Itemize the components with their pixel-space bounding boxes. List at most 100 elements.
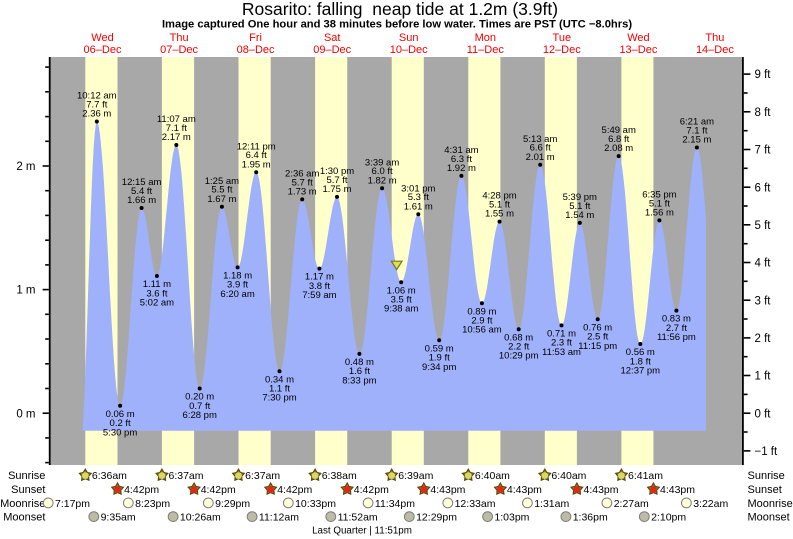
svg-text:1:36pm: 1:36pm: [573, 512, 608, 524]
svg-text:7:30 pm: 7:30 pm: [262, 393, 296, 404]
svg-text:5:02 am: 5:02 am: [140, 298, 174, 309]
svg-text:0.83 m: 0.83 m: [662, 314, 691, 325]
svg-text:11:53 am: 11:53 am: [542, 347, 581, 358]
svg-text:11–Dec: 11–Dec: [467, 44, 505, 56]
svg-text:0.68 m: 0.68 m: [504, 332, 533, 343]
svg-text:2 m: 2 m: [16, 161, 35, 173]
svg-text:2:27am: 2:27am: [614, 498, 649, 510]
svg-text:4:43pm: 4:43pm: [660, 484, 695, 496]
svg-text:Sunset: Sunset: [748, 484, 782, 496]
svg-text:12:29pm: 12:29pm: [416, 512, 457, 524]
svg-text:5.1 ft: 5.1 ft: [489, 200, 510, 211]
svg-text:10:26am: 10:26am: [180, 512, 221, 524]
svg-text:07–Dec: 07–Dec: [160, 44, 198, 56]
svg-text:5.1 ft: 5.1 ft: [569, 201, 590, 212]
svg-text:0.20 m: 0.20 m: [185, 392, 214, 403]
svg-text:10:29 pm: 10:29 pm: [499, 351, 539, 362]
svg-text:Thu: Thu: [705, 32, 724, 44]
svg-text:11:52am: 11:52am: [338, 512, 378, 524]
svg-text:1.61 m: 1.61 m: [404, 201, 433, 212]
svg-text:11:56 pm: 11:56 pm: [657, 332, 696, 343]
svg-text:6:37am: 6:37am: [169, 470, 204, 482]
svg-text:Thu: Thu: [170, 32, 189, 44]
svg-text:8:33 pm: 8:33 pm: [342, 375, 376, 386]
svg-text:6:40am: 6:40am: [475, 470, 510, 482]
svg-text:2.7 ft: 2.7 ft: [666, 323, 687, 334]
svg-text:1.06 m: 1.06 m: [387, 285, 416, 296]
svg-text:5 ft: 5 ft: [755, 220, 772, 232]
svg-text:3.5 ft: 3.5 ft: [391, 295, 412, 306]
svg-text:Last Quarter | 11:51pm: Last Quarter | 11:51pm: [312, 525, 412, 536]
svg-text:1.1 ft: 1.1 ft: [269, 384, 290, 395]
svg-text:6:38am: 6:38am: [322, 470, 357, 482]
svg-text:−1 ft: −1 ft: [755, 446, 779, 458]
svg-text:1.9 ft: 1.9 ft: [429, 353, 450, 364]
svg-text:0.06 m: 0.06 m: [106, 409, 135, 420]
svg-text:1.75 m: 1.75 m: [322, 184, 351, 195]
svg-text:3 ft: 3 ft: [755, 295, 772, 307]
svg-text:14–Dec: 14–Dec: [696, 44, 734, 56]
svg-text:7.1 ft: 7.1 ft: [166, 123, 187, 134]
svg-text:0.59 m: 0.59 m: [425, 343, 454, 354]
svg-text:1.56 m: 1.56 m: [645, 208, 674, 219]
svg-text:4:43pm: 4:43pm: [584, 484, 619, 496]
svg-text:9:35am: 9:35am: [101, 512, 136, 524]
svg-text:6:21 am: 6:21 am: [680, 117, 714, 128]
svg-text:Moonrise: Moonrise: [0, 498, 45, 510]
svg-text:2.9 ft: 2.9 ft: [471, 316, 492, 327]
svg-text:12–Dec: 12–Dec: [543, 44, 581, 56]
svg-text:7.7 ft: 7.7 ft: [86, 99, 107, 110]
svg-text:1.67 m: 1.67 m: [207, 194, 236, 205]
svg-text:2.15 m: 2.15 m: [682, 135, 711, 146]
svg-text:2.08 m: 2.08 m: [604, 143, 633, 154]
svg-text:0.7 ft: 0.7 ft: [189, 401, 210, 412]
svg-text:1.66 m: 1.66 m: [127, 195, 156, 206]
svg-text:6.3 ft: 6.3 ft: [451, 154, 472, 165]
svg-text:2 ft: 2 ft: [755, 333, 772, 345]
svg-text:7.1 ft: 7.1 ft: [686, 125, 707, 136]
svg-text:5.1 ft: 5.1 ft: [649, 198, 670, 209]
svg-text:10:33pm: 10:33pm: [295, 498, 336, 510]
svg-text:Mon: Mon: [475, 32, 496, 44]
svg-text:0.89 m: 0.89 m: [467, 306, 496, 317]
svg-text:6:20 am: 6:20 am: [220, 289, 254, 300]
svg-text:12:11 pm: 12:11 pm: [237, 141, 276, 152]
svg-text:Wed: Wed: [91, 32, 113, 44]
svg-text:3.9 ft: 3.9 ft: [227, 280, 248, 291]
svg-text:5:49 am: 5:49 am: [602, 125, 636, 136]
svg-text:11:34pm: 11:34pm: [375, 498, 415, 510]
svg-text:13–Dec: 13–Dec: [619, 44, 657, 56]
svg-text:Rosarito: falling neap tide a: Rosarito: falling neap tide at 1.2m (3.9…: [242, 0, 558, 19]
svg-text:06–Dec: 06–Dec: [84, 44, 122, 56]
svg-text:10:12 am: 10:12 am: [77, 91, 117, 102]
svg-text:12:37 pm: 12:37 pm: [620, 366, 660, 377]
svg-text:3.8 ft: 3.8 ft: [309, 281, 330, 292]
svg-text:4:42pm: 4:42pm: [124, 484, 159, 496]
svg-text:11:15 pm: 11:15 pm: [578, 341, 617, 352]
svg-text:Moonset: Moonset: [3, 512, 45, 524]
svg-text:5.5 ft: 5.5 ft: [211, 185, 232, 196]
svg-text:4 ft: 4 ft: [755, 258, 772, 270]
svg-text:4:43pm: 4:43pm: [507, 484, 542, 496]
svg-text:5:39 pm: 5:39 pm: [563, 192, 597, 203]
svg-text:1.6 ft: 1.6 ft: [349, 366, 370, 377]
svg-text:6 ft: 6 ft: [755, 182, 772, 194]
svg-text:1.17 m: 1.17 m: [305, 272, 334, 283]
svg-text:5.7 ft: 5.7 ft: [292, 177, 313, 188]
svg-text:5.3 ft: 5.3 ft: [408, 192, 429, 203]
svg-text:Moonrise: Moonrise: [748, 498, 793, 510]
svg-text:Image captured One hour and 38: Image captured One hour and 38 minutes b…: [162, 19, 632, 31]
svg-text:2.17 m: 2.17 m: [162, 132, 191, 143]
svg-text:1:31am: 1:31am: [534, 498, 569, 510]
svg-text:6.4 ft: 6.4 ft: [246, 150, 267, 161]
svg-text:2.36 m: 2.36 m: [82, 109, 111, 120]
svg-text:9:38 am: 9:38 am: [384, 304, 418, 315]
svg-text:6:37am: 6:37am: [245, 470, 280, 482]
svg-text:1.82 m: 1.82 m: [368, 175, 397, 186]
svg-text:3:22am: 3:22am: [693, 498, 728, 510]
svg-text:6.0 ft: 6.0 ft: [372, 166, 393, 177]
svg-text:3.6 ft: 3.6 ft: [146, 288, 167, 299]
svg-text:1 ft: 1 ft: [755, 371, 772, 383]
svg-text:0 ft: 0 ft: [755, 408, 772, 420]
svg-text:2.5 ft: 2.5 ft: [587, 332, 608, 343]
